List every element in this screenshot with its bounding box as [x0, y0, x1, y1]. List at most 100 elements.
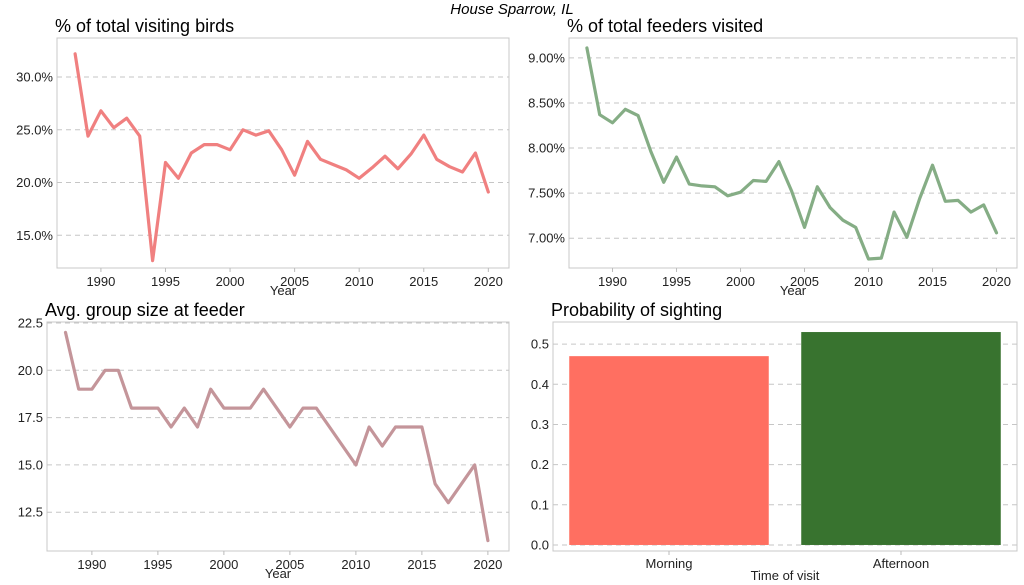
x-tick-label: 1990	[86, 274, 115, 289]
data-point	[447, 501, 450, 504]
y-tick-label: 8.00%	[528, 141, 565, 156]
data-point	[170, 426, 173, 429]
data-point	[394, 426, 397, 429]
data-point	[125, 117, 128, 120]
data-point	[293, 174, 296, 177]
data-point	[381, 444, 384, 447]
data-point	[474, 152, 477, 155]
chart-sighting: Probability of sighting 0.0 0.1 0.2 0.3 0.4 0.…	[531, 300, 1018, 583]
data-point	[164, 161, 167, 164]
x-tick-label: 2000	[726, 274, 755, 289]
data-point	[306, 140, 309, 143]
data-point	[384, 155, 387, 158]
x-tick-label: 2005	[275, 557, 304, 572]
x-tick-label: 2000	[216, 274, 245, 289]
data-point	[203, 143, 206, 146]
x-tick-label: 2015	[918, 274, 947, 289]
data-point	[918, 197, 921, 200]
x-tick-label: 1995	[151, 274, 180, 289]
data-point	[138, 135, 141, 138]
x-tick-label: Morning	[646, 556, 693, 571]
x-tick-label: 2015	[407, 557, 436, 572]
data-point	[345, 168, 348, 171]
data-point	[957, 199, 960, 202]
x-tick-label: 2015	[409, 274, 438, 289]
data-point	[328, 426, 331, 429]
x-tick-label: 2005	[790, 274, 819, 289]
x-tick-label: 2020	[473, 557, 502, 572]
chart-title: Avg. group size at feeder	[45, 300, 245, 320]
data-point	[262, 388, 265, 391]
data-point	[995, 231, 998, 234]
plot-frame	[46, 321, 510, 552]
data-point	[99, 109, 102, 112]
data-point	[473, 463, 476, 466]
data-point	[486, 539, 489, 542]
data-point	[354, 463, 357, 466]
data-point	[790, 190, 793, 193]
y-tick-label: 17.5	[18, 410, 43, 425]
data-point	[435, 158, 438, 161]
data-point	[130, 407, 133, 410]
x-axis-label: Year	[270, 283, 297, 298]
x-tick-label: 2010	[854, 274, 883, 289]
data-point	[86, 135, 89, 138]
data-point	[236, 407, 239, 410]
y-tick-label: 15.0%	[16, 228, 53, 243]
data-point	[713, 185, 716, 188]
data-point	[739, 191, 742, 194]
data-point	[944, 200, 947, 203]
data-point	[905, 236, 908, 239]
y-tick-label: 0.1	[531, 497, 549, 512]
data-point	[216, 143, 219, 146]
x-axis-label: Time of visit	[751, 568, 820, 583]
plot-frame	[56, 37, 510, 269]
chart-title: % of total visiting birds	[55, 16, 234, 36]
data-point	[222, 407, 225, 410]
data-point	[931, 164, 934, 167]
data-point	[867, 257, 870, 260]
data-point	[368, 426, 371, 429]
data-point	[969, 211, 972, 214]
data-point	[701, 184, 704, 187]
data-point	[64, 331, 67, 334]
y-tick-label: 0.5	[531, 337, 549, 352]
plot-frame	[568, 37, 1018, 269]
data-point	[662, 181, 665, 184]
x-tick-label: 2010	[345, 274, 374, 289]
chart-feeders: % of total feeders visited 7.00% 7.50% 8.00…	[528, 16, 1018, 298]
figure-title: House Sparrow, IL	[450, 1, 573, 18]
data-point	[229, 148, 232, 151]
data-point	[752, 179, 755, 182]
x-tick-label: 2010	[341, 557, 370, 572]
data-point	[598, 113, 601, 116]
data-point	[487, 191, 490, 194]
data-point	[267, 129, 270, 132]
data-point	[803, 226, 806, 229]
y-tick-label: 0.3	[531, 417, 549, 432]
data-point	[302, 407, 305, 410]
bar-morning	[569, 356, 769, 545]
y-tick-label: 9.00%	[528, 50, 565, 65]
y-tick-label: 0.4	[531, 377, 549, 392]
data-point	[104, 369, 107, 372]
y-tick-label: 7.00%	[528, 231, 565, 246]
y-tick-label: 7.50%	[528, 186, 565, 201]
y-tick-label: 20.0%	[16, 175, 53, 190]
data-point	[893, 211, 896, 214]
data-point	[315, 407, 318, 410]
y-tick-label: 15.0	[18, 457, 43, 472]
data-point	[649, 150, 652, 153]
data-point	[829, 206, 832, 209]
data-point	[156, 407, 159, 410]
data-point	[151, 259, 154, 262]
data-point	[77, 388, 80, 391]
data-point	[854, 226, 857, 229]
chart-groupsize: Avg. group size at feeder 12.5 15.0 17.5 20.…	[18, 300, 510, 581]
x-tick-label: 2000	[209, 557, 238, 572]
x-tick-label: 2020	[982, 274, 1011, 289]
data-point	[177, 177, 180, 180]
data-point	[409, 153, 412, 156]
data-point	[777, 160, 780, 163]
